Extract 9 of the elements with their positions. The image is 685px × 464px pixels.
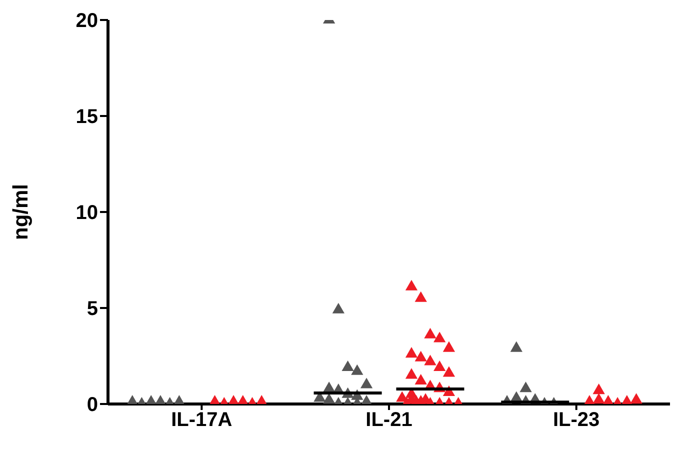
- x-tick-label: IL-21: [366, 409, 412, 432]
- y-tick-label: 5: [86, 298, 98, 320]
- y-tick-label: 10: [76, 202, 98, 224]
- y-tick-label: 20: [76, 10, 98, 32]
- x-tick-label: IL-17A: [171, 409, 232, 432]
- y-axis-title: ng/ml: [9, 184, 32, 240]
- x-tick-label: IL-23: [552, 409, 600, 432]
- y-tick-label: 15: [76, 106, 98, 128]
- y-tick-label: 0: [86, 394, 98, 416]
